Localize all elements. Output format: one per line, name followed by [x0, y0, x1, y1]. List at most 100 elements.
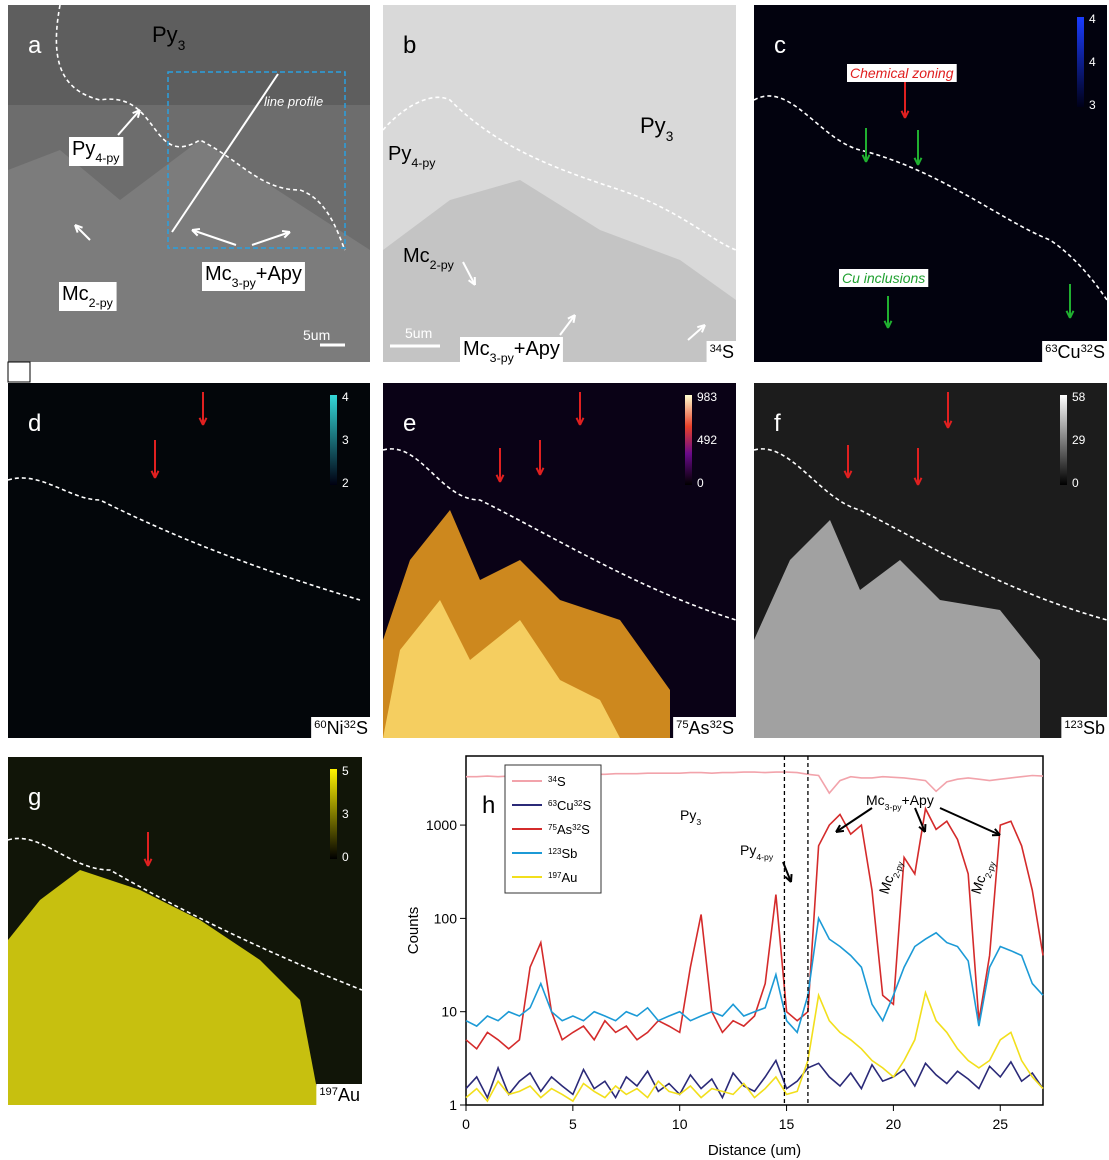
panel-letter: g — [28, 784, 41, 811]
colorbar-label: 0 — [697, 476, 704, 490]
image-panel — [8, 383, 370, 738]
colorbar-label: 29 — [1072, 433, 1086, 447]
isotope-label-group: 75As32S — [673, 717, 737, 739]
isotope-label-group: 197Au — [316, 1084, 363, 1106]
x-tick-label: 5 — [569, 1116, 577, 1132]
isotope-label-group: 34S — [707, 341, 737, 363]
isotope-label-part: Cu — [1058, 342, 1081, 362]
label-part: 3-py — [232, 276, 257, 290]
y-tick-label: 1000 — [426, 817, 457, 833]
colorbar-label: 0 — [1072, 476, 1079, 490]
annotation-part: Py — [680, 807, 696, 823]
colorbar — [1077, 17, 1084, 107]
label-part: 3 — [666, 129, 674, 144]
isotope-label-part: 123 — [1064, 719, 1083, 731]
label-group: Mc2-py — [59, 282, 117, 311]
panel-letter: a — [28, 32, 42, 59]
annotation-part: Mc — [866, 792, 885, 808]
colorbar-label: 983 — [697, 390, 717, 404]
isotope-label-part: 75 — [676, 719, 688, 731]
y-axis-label: Counts — [405, 907, 422, 955]
isotope-label-part: Au — [338, 1085, 360, 1105]
label: 5um — [303, 327, 330, 343]
colorbar — [685, 395, 692, 485]
isotope-label-group: 60Ni32S — [311, 717, 371, 739]
legend-label-part: 123 — [548, 847, 562, 856]
colorbar-label: 4 — [342, 390, 349, 404]
isotope-label-part: As — [689, 718, 710, 738]
label-part: Chemical zoning — [850, 65, 954, 81]
y-tick-label: 1 — [449, 1097, 457, 1113]
label-group: Chemical zoning — [847, 64, 957, 82]
colorbar-label: 492 — [697, 433, 717, 447]
label-part: Mc — [205, 263, 232, 285]
label-part: 4-py — [411, 156, 436, 170]
figure: aPy3Py4-pyMc2-pyMc3-py+Apyline profile5u… — [0, 0, 1109, 1160]
panel-letter: e — [403, 410, 416, 437]
isotope-label-group: 63Cu32S — [1042, 341, 1108, 363]
frame — [8, 362, 30, 382]
label-part: 5um — [303, 327, 330, 343]
label-part: +Apy — [256, 263, 302, 285]
panel-letter: b — [403, 32, 416, 59]
panel-letter: d — [28, 410, 41, 437]
isotope-label-part: 32 — [344, 719, 356, 731]
texture — [8, 5, 370, 105]
label-part: Mc — [463, 338, 490, 360]
isotope-label-part: S — [722, 718, 734, 738]
label-group: line profile — [264, 94, 323, 109]
label: 5um — [405, 325, 432, 341]
x-tick-label: 25 — [992, 1116, 1008, 1132]
x-axis-label: Distance (um) — [708, 1142, 801, 1159]
label-part: Py — [72, 138, 95, 160]
annotation-part: Py — [740, 842, 756, 858]
colorbar-label: 58 — [1072, 390, 1086, 404]
colorbar-label: 3 — [1089, 98, 1096, 112]
label-part: Cu inclusions — [842, 270, 925, 286]
label-part: 4-py — [95, 151, 120, 165]
annotation-part: 3 — [696, 817, 701, 827]
label: line profile — [264, 94, 323, 109]
colorbar-label: 3 — [342, 807, 349, 821]
colorbar-label: 2 — [342, 476, 349, 490]
colorbar — [1060, 395, 1067, 485]
label: Chemical zoning — [850, 65, 954, 81]
colorbar-label: 4 — [1089, 55, 1096, 69]
label-group: Mc3-py+Apy — [202, 262, 305, 291]
label-part: Py — [388, 143, 411, 165]
annotation-part: 3-py — [885, 802, 903, 812]
legend-label-part: S — [581, 822, 590, 837]
legend-label-part: As — [557, 822, 573, 837]
label-part: Py — [640, 113, 666, 138]
label-group: Cu inclusions — [839, 269, 928, 287]
label-part: line profile — [264, 94, 323, 109]
isotope-label-part: Ni — [327, 718, 344, 738]
x-tick-label: 15 — [779, 1116, 795, 1132]
label-part: +Apy — [514, 338, 560, 360]
y-tick-label: 100 — [434, 910, 458, 926]
legend-label-part: Au — [561, 870, 577, 885]
isotope-label-part: 34 — [710, 343, 722, 355]
isotope-label-part: 60 — [314, 719, 326, 731]
label: Cu inclusions — [842, 270, 925, 286]
page: { "panels": [ {"letter": "a", "labels": … — [0, 0, 1109, 1160]
label-part: Py — [152, 22, 178, 47]
label-group: 5um — [303, 327, 330, 343]
panel-letter: f — [774, 410, 781, 437]
y-tick-label: 10 — [441, 1004, 457, 1020]
annotation-part: 4-py — [756, 852, 774, 862]
colorbar — [330, 769, 337, 859]
label-part: 3-py — [490, 351, 515, 365]
image-panel — [754, 5, 1107, 362]
x-tick-label: 0 — [462, 1116, 470, 1132]
isotope-label-part: Sb — [1083, 718, 1105, 738]
isotope-label-part: S — [722, 342, 734, 362]
label-part: 5um — [405, 325, 432, 341]
label-group: 5um — [405, 325, 432, 341]
label-group: Mc3-py+Apy — [460, 337, 563, 366]
annotation-part: +Apy — [902, 792, 934, 808]
isotope-label-group: 123Sb — [1061, 717, 1108, 739]
isotope-label-part: 32 — [710, 719, 722, 731]
legend-label-part: S — [557, 774, 566, 789]
colorbar — [330, 395, 337, 485]
